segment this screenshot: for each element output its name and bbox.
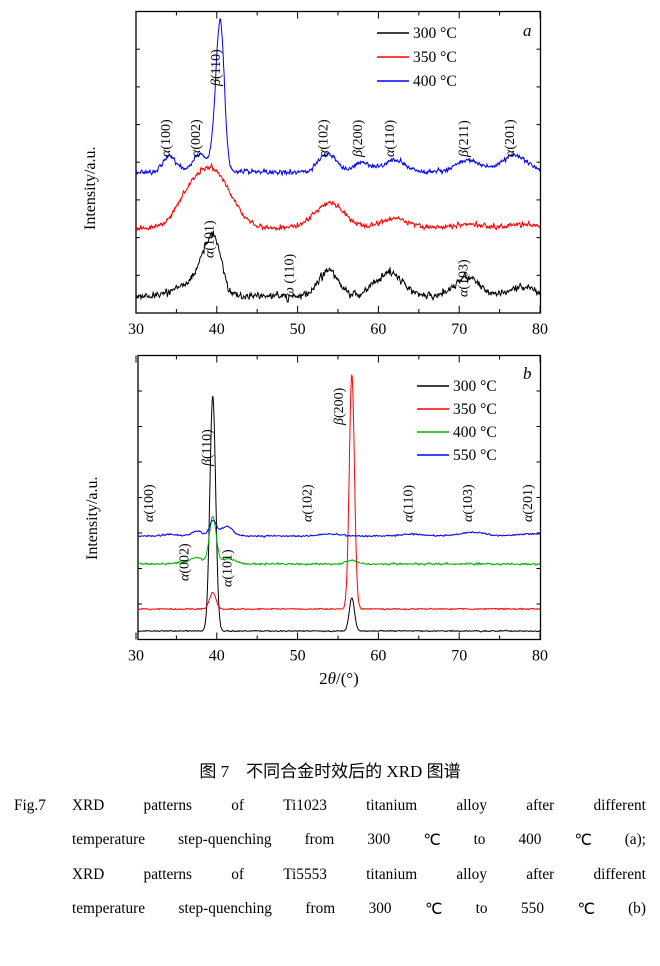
svg-text:α(201): α(201) [503,119,518,157]
svg-text:30: 30 [128,648,144,665]
svg-text:40: 40 [209,648,225,665]
svg-text:a: a [523,21,532,40]
svg-text:Intensity/a.u.: Intensity/a.u. [82,146,99,230]
svg-text:b: b [523,364,532,383]
svg-text:α(100): α(100) [159,119,174,157]
svg-text:350 °C: 350 °C [413,49,457,66]
svg-text:80: 80 [532,321,548,338]
svg-text:40: 40 [209,321,225,338]
svg-text:70: 70 [451,648,467,665]
svg-text:350 °C: 350 °C [453,401,497,418]
svg-text:β(110): β(110) [200,429,215,467]
svg-text:50: 50 [290,321,306,338]
svg-text:α(103): α(103) [461,484,476,522]
svg-text:α(101): α(101) [220,549,235,587]
svg-text:α(102): α(102) [300,484,315,522]
svg-text:α(002): α(002) [189,119,204,157]
svg-text:β(200): β(200) [351,119,366,158]
svg-text:α(101): α(101) [203,220,218,258]
svg-text:α(100): α(100) [142,484,157,522]
svg-text:β(211): β(211) [457,120,472,158]
svg-text:300 °C: 300 °C [453,378,497,395]
svg-text:400 °C: 400 °C [413,73,457,90]
svg-text:ω (110): ω (110) [283,253,298,297]
svg-text:β(110): β(110) [209,49,224,87]
svg-text:α(103): α(103) [456,259,471,297]
svg-text:60: 60 [370,648,386,665]
svg-text:30: 30 [128,321,144,338]
svg-text:2θ/(°): 2θ/(°) [319,669,359,688]
svg-text:α(110): α(110) [401,484,416,522]
svg-text:Intensity/a.u.: Intensity/a.u. [84,476,101,560]
svg-text:α(102): α(102) [317,119,332,157]
svg-text:α(002): α(002) [178,543,193,581]
svg-text:400 °C: 400 °C [453,424,497,441]
svg-text:α(110): α(110) [383,119,398,157]
svg-text:300 °C: 300 °C [413,25,457,42]
svg-text:60: 60 [370,321,386,338]
svg-text:70: 70 [451,321,467,338]
svg-text:50: 50 [290,648,306,665]
svg-text:α(201): α(201) [521,484,536,522]
svg-text:β(200): β(200) [332,387,347,426]
svg-text:80: 80 [532,648,548,665]
svg-text:550 °C: 550 °C [453,447,497,464]
